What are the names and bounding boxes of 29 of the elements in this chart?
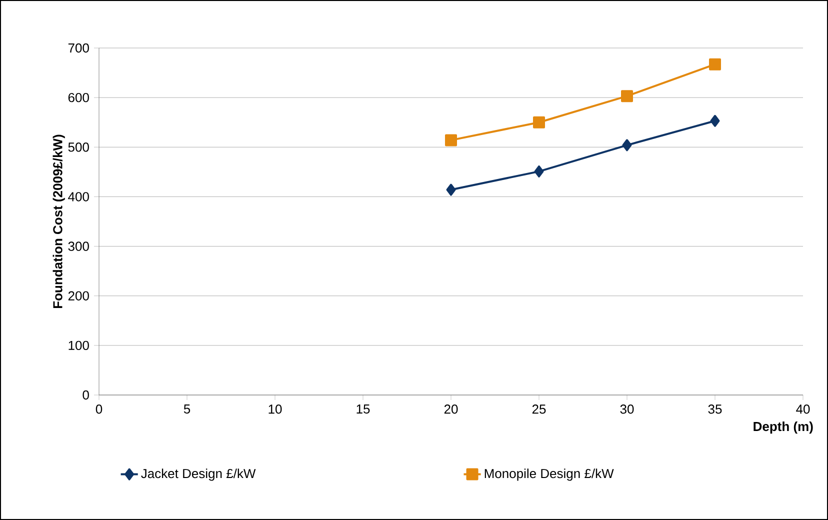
y-tick-label: 0	[82, 390, 89, 400]
legend-label: Jacket Design £/kW	[141, 468, 256, 481]
y-axis-title: Foundation Cost (2009£/kW)	[52, 134, 65, 308]
y-tick-label: 100	[68, 340, 89, 350]
point	[446, 184, 456, 196]
x-tick-label: 10	[268, 404, 282, 414]
y-tick-label: 600	[68, 92, 89, 102]
x-tick-label: 0	[96, 404, 102, 414]
point	[709, 58, 722, 70]
x-tick-label: 5	[184, 404, 190, 414]
x-tick-label: 15	[356, 404, 370, 414]
y-tick-label: 500	[68, 142, 89, 152]
x-tick-label: 35	[708, 404, 722, 414]
point	[621, 90, 634, 102]
point	[445, 134, 457, 146]
y-tick-label: 400	[68, 192, 89, 202]
x-tick-label: 30	[620, 404, 634, 414]
y-tick-label: 700	[68, 43, 89, 53]
x-tick-label: 20	[444, 404, 458, 414]
legend-label: Monopile Design £/kW	[484, 468, 614, 481]
point	[710, 114, 720, 127]
y-tick-label: 200	[68, 291, 89, 300]
point	[622, 139, 632, 152]
x-axis-title: Depth (m)	[754, 422, 813, 434]
x-tick-label: 25	[532, 404, 546, 414]
x-tick-label: 40	[796, 404, 810, 414]
point	[533, 116, 546, 128]
y-tick-label: 300	[68, 242, 89, 251]
point	[534, 165, 544, 178]
